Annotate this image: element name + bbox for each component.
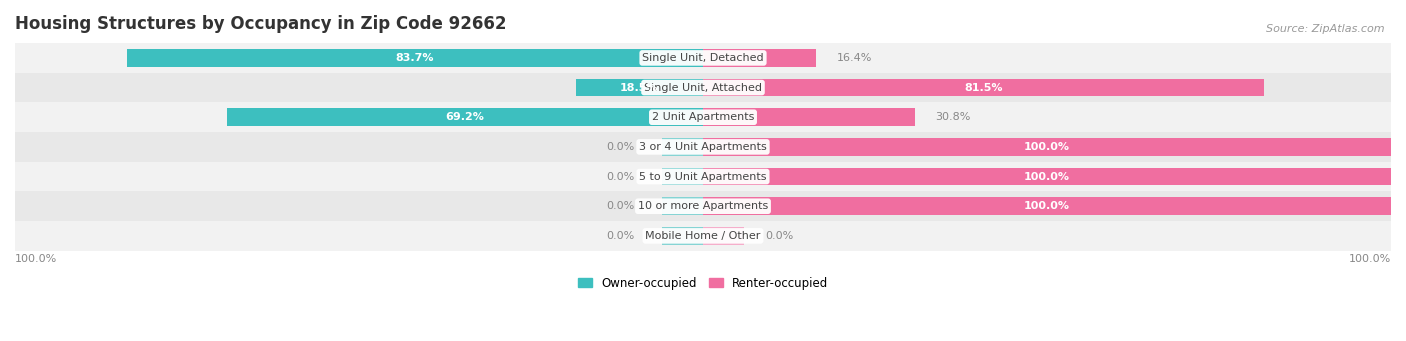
Bar <box>703 227 744 245</box>
Text: 0.0%: 0.0% <box>606 142 634 152</box>
Bar <box>703 138 1391 156</box>
Text: 18.5%: 18.5% <box>620 83 658 92</box>
Bar <box>15 102 1391 132</box>
Legend: Owner-occupied, Renter-occupied: Owner-occupied, Renter-occupied <box>572 272 834 295</box>
Text: Source: ZipAtlas.com: Source: ZipAtlas.com <box>1267 24 1385 34</box>
Bar <box>703 108 915 126</box>
Text: 100.0%: 100.0% <box>1024 142 1070 152</box>
Text: 100.0%: 100.0% <box>1024 172 1070 181</box>
Bar <box>703 197 1391 215</box>
Bar <box>662 138 703 156</box>
Text: 16.4%: 16.4% <box>837 53 872 63</box>
Text: 0.0%: 0.0% <box>606 201 634 211</box>
Text: Housing Structures by Occupancy in Zip Code 92662: Housing Structures by Occupancy in Zip C… <box>15 15 506 33</box>
Bar <box>127 49 703 67</box>
Bar <box>662 168 703 186</box>
Text: Single Unit, Attached: Single Unit, Attached <box>644 83 762 92</box>
Text: 0.0%: 0.0% <box>606 231 634 241</box>
Text: 5 to 9 Unit Apartments: 5 to 9 Unit Apartments <box>640 172 766 181</box>
Text: 30.8%: 30.8% <box>935 112 972 122</box>
Text: Single Unit, Detached: Single Unit, Detached <box>643 53 763 63</box>
Bar <box>575 79 703 97</box>
Text: 100.0%: 100.0% <box>15 254 58 264</box>
Bar <box>15 43 1391 73</box>
Bar <box>15 73 1391 102</box>
Bar <box>662 197 703 215</box>
Text: 69.2%: 69.2% <box>446 112 485 122</box>
Bar <box>15 191 1391 221</box>
Bar <box>703 49 815 67</box>
Text: 81.5%: 81.5% <box>965 83 1002 92</box>
Bar <box>15 132 1391 162</box>
Bar <box>15 221 1391 251</box>
Text: 83.7%: 83.7% <box>396 53 434 63</box>
Bar <box>226 108 703 126</box>
Bar <box>703 168 1391 186</box>
Bar <box>662 227 703 245</box>
Text: 100.0%: 100.0% <box>1024 201 1070 211</box>
Text: Mobile Home / Other: Mobile Home / Other <box>645 231 761 241</box>
Text: 10 or more Apartments: 10 or more Apartments <box>638 201 768 211</box>
Bar <box>703 79 1264 97</box>
Text: 0.0%: 0.0% <box>606 172 634 181</box>
Text: 100.0%: 100.0% <box>1348 254 1391 264</box>
Bar <box>15 162 1391 191</box>
Text: 3 or 4 Unit Apartments: 3 or 4 Unit Apartments <box>640 142 766 152</box>
Text: 2 Unit Apartments: 2 Unit Apartments <box>652 112 754 122</box>
Text: 0.0%: 0.0% <box>765 231 793 241</box>
